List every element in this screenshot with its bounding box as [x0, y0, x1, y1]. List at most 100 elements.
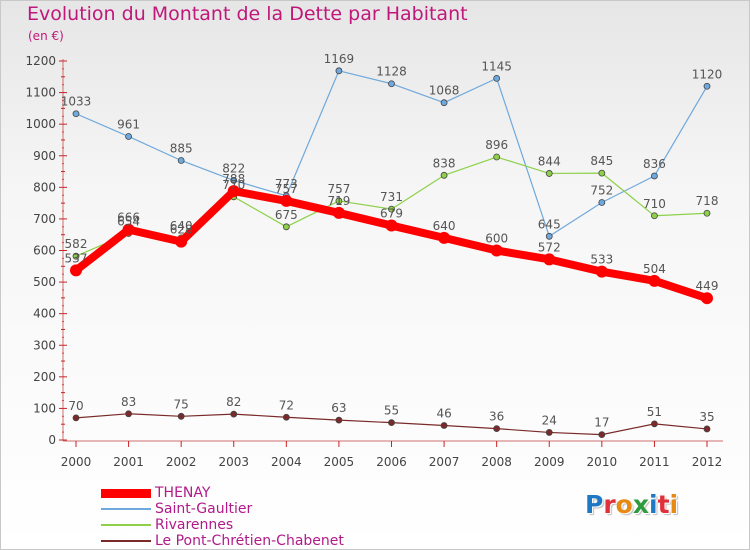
- data-point: [440, 99, 448, 107]
- data-label: 17: [594, 416, 609, 430]
- data-point: [651, 212, 658, 220]
- data-label: 752: [590, 183, 613, 197]
- data-point: [332, 206, 345, 219]
- legend-label: THENAY: [155, 485, 211, 501]
- data-label: 718: [696, 194, 719, 208]
- data-point: [125, 410, 132, 418]
- data-label: 46: [436, 406, 451, 420]
- legend-item: Saint-Gaultier: [101, 501, 421, 517]
- x-tick-label: 2007: [429, 455, 460, 469]
- data-label: 75: [174, 397, 189, 411]
- brand-letter: i: [649, 490, 658, 519]
- data-label: 55: [384, 404, 399, 418]
- data-label: 572: [538, 240, 561, 254]
- brand-letter: i: [669, 490, 679, 519]
- data-point: [543, 253, 556, 266]
- data-label: 449: [696, 279, 719, 293]
- data-point: [598, 431, 606, 439]
- data-point: [125, 133, 132, 140]
- data-label: 896: [485, 138, 508, 152]
- data-label: 770: [222, 178, 245, 192]
- data-label: 731: [380, 190, 403, 204]
- x-tick-label: 2001: [113, 455, 144, 469]
- y-tick-label: 1200: [25, 54, 56, 68]
- x-tick-label: 2002: [166, 455, 197, 469]
- legend-item: Rivarennes: [101, 517, 421, 533]
- data-point: [335, 416, 343, 424]
- legend-item: THENAY: [101, 485, 421, 501]
- data-label: 757: [327, 182, 350, 196]
- data-label: 845: [590, 154, 613, 168]
- x-tick-label: 2009: [534, 455, 565, 469]
- data-point: [703, 82, 711, 90]
- y-tick-label: 0: [48, 433, 56, 447]
- data-label: 83: [121, 395, 136, 409]
- data-point: [648, 274, 661, 287]
- x-tick-label: 2008: [481, 455, 512, 469]
- data-label: 885: [170, 141, 193, 155]
- data-label: 36: [489, 410, 504, 424]
- data-label: 640: [170, 219, 193, 233]
- data-point: [388, 80, 395, 88]
- data-point: [493, 74, 501, 82]
- data-point: [545, 429, 553, 436]
- data-point: [72, 110, 80, 118]
- data-point: [230, 410, 238, 418]
- legend-label: Saint-Gaultier: [155, 501, 253, 517]
- brand-letter: t: [657, 490, 670, 519]
- data-label: 533: [590, 253, 613, 267]
- legend-swatch: [101, 508, 151, 510]
- x-tick-label: 2010: [587, 455, 618, 469]
- x-tick-label: 2003: [218, 455, 249, 469]
- chart-legend: THENAY Saint-Gaultier Rivarennes Le Pont-Ch…: [101, 485, 421, 549]
- data-label: 1169: [324, 52, 355, 66]
- legend-label: Le Pont-Chrétien-Chabenet: [155, 533, 344, 549]
- data-label: 675: [275, 208, 298, 222]
- data-label: 82: [226, 395, 241, 409]
- data-point: [595, 265, 608, 278]
- data-label: 640: [433, 219, 456, 233]
- data-point: [335, 67, 343, 75]
- data-label: 600: [485, 232, 508, 246]
- y-tick-label: 800: [33, 180, 56, 194]
- data-point: [651, 420, 658, 428]
- data-point: [440, 171, 448, 179]
- data-label: 836: [643, 157, 666, 171]
- data-point: [70, 264, 82, 277]
- data-label: 628: [170, 223, 193, 237]
- data-label: 838: [433, 156, 456, 170]
- data-point: [490, 244, 503, 257]
- data-label: 72: [279, 398, 294, 412]
- data-point: [388, 419, 395, 427]
- data-label: 70: [68, 399, 83, 413]
- y-tick-label: 300: [33, 338, 56, 352]
- data-point: [438, 231, 451, 244]
- brand-letter: x: [632, 490, 649, 519]
- data-label: 757: [275, 182, 298, 196]
- data-label: 679: [380, 207, 403, 221]
- data-label: 654: [117, 214, 140, 228]
- data-label: 1120: [692, 67, 723, 81]
- data-label: 710: [643, 197, 666, 211]
- data-label: 1145: [481, 59, 512, 73]
- data-point: [282, 223, 290, 231]
- x-tick-label: 2006: [376, 455, 407, 469]
- data-label: 24: [542, 413, 557, 427]
- data-point: [177, 412, 185, 420]
- data-point: [335, 197, 343, 205]
- data-point: [280, 194, 293, 207]
- data-point: [598, 169, 606, 177]
- data-label: 645: [538, 217, 561, 231]
- data-point: [175, 235, 188, 248]
- data-point: [230, 176, 238, 184]
- y-tick-label: 900: [33, 149, 56, 163]
- data-point: [388, 205, 395, 213]
- data-label: 63: [331, 401, 346, 415]
- data-point: [72, 414, 80, 422]
- data-label: 719: [327, 194, 350, 208]
- chart-unit-label: (en €): [28, 29, 64, 43]
- data-point: [701, 292, 713, 305]
- x-tick-label: 2004: [271, 455, 302, 469]
- legend-label: Rivarennes: [155, 517, 234, 533]
- data-label: 773: [275, 177, 298, 191]
